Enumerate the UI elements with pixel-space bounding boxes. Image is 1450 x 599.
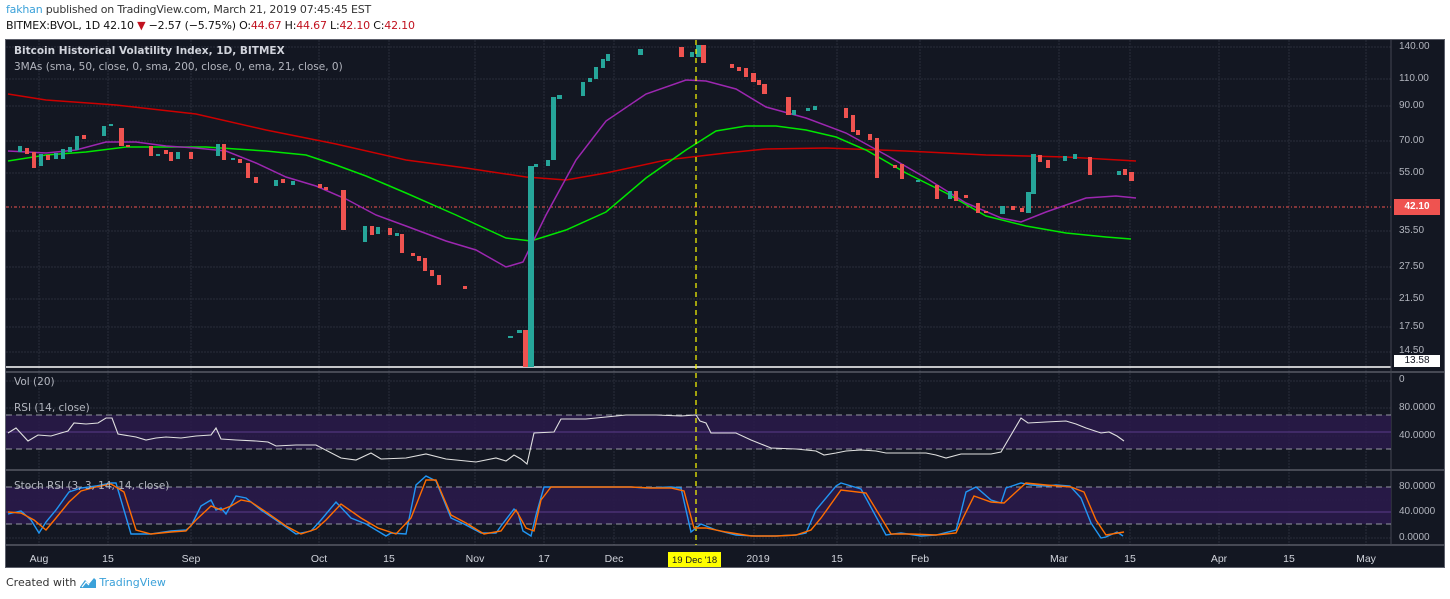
time-label: May	[1356, 553, 1376, 565]
vol-label[interactable]: Vol (20)	[14, 376, 55, 388]
last-price: 42.10	[103, 19, 134, 32]
chart-canvas[interactable]	[6, 40, 1445, 568]
price-tick: 70.00	[1399, 135, 1425, 146]
price-tick: 110.00	[1399, 73, 1429, 84]
time-label: Apr	[1210, 553, 1228, 565]
author-link[interactable]: fakhan	[6, 3, 43, 16]
time-label: Sep	[181, 553, 201, 565]
sma200-line	[7, 93, 1137, 181]
publish-info: fakhan published on TradingView.com, Mar…	[6, 3, 371, 16]
low-value: 42.10	[339, 19, 370, 32]
price-tick: 55.00	[1399, 167, 1425, 178]
ma-legend[interactable]: 3MAs (sma, 50, close, 0, sma, 200, close…	[14, 61, 343, 73]
stoch-tick: 40.0000	[1399, 506, 1436, 517]
rsi-label[interactable]: RSI (14, close)	[14, 402, 90, 414]
stoch-tick: 80.0000	[1399, 481, 1436, 492]
stoch-d-line	[7, 479, 1125, 537]
high-label: H:	[284, 19, 297, 32]
low-label: L:	[330, 19, 340, 32]
price-tick: 35.50	[1399, 225, 1425, 236]
current-price-tag: 42.10	[1394, 199, 1440, 215]
tradingview-logo-icon	[80, 577, 97, 588]
candles	[18, 45, 1134, 367]
footer: Created with TradingView	[6, 576, 166, 589]
grid	[6, 40, 1391, 545]
created-with-text: Created with	[6, 576, 77, 589]
tradingview-brand: TradingView	[99, 576, 166, 589]
stoch-band	[6, 487, 1391, 524]
price-tick: 27.50	[1399, 261, 1425, 272]
stoch-tick: 0.0000	[1399, 532, 1430, 543]
open-label: O:	[239, 19, 251, 32]
crosshair-date-tag: 19 Dec '18	[668, 552, 722, 567]
time-label: 17	[538, 553, 550, 565]
price-tick: 14.50	[1399, 345, 1425, 356]
time-label: Nov	[465, 553, 485, 565]
stoch-rsi-label[interactable]: Stoch RSI (3, 3, 14, 14, close)	[14, 480, 170, 492]
symbol-info: BITMEX:BVOL, 1D 42.10 ▼ −2.57 (−5.75%) O…	[6, 19, 415, 32]
chart-title: Bitcoin Historical Volatility Index, 1D,…	[14, 45, 285, 57]
tradingview-link[interactable]: TradingView	[79, 576, 166, 589]
vol-tick: 0	[1399, 374, 1405, 385]
time-label: Oct	[310, 553, 328, 565]
rsi-tick: 80.0000	[1399, 402, 1436, 413]
time-label: Mar	[1049, 553, 1069, 565]
price-tick: 17.50	[1399, 321, 1425, 332]
down-arrow-icon: ▼	[137, 19, 146, 32]
high-value: 44.67	[296, 19, 327, 32]
time-label: Dec	[604, 553, 624, 565]
time-label: 15	[831, 553, 843, 565]
price-change: −2.57 (−5.75%)	[148, 19, 236, 32]
time-label: 15	[1124, 553, 1136, 565]
ema21-line	[7, 79, 1137, 268]
price-tick: 21.50	[1399, 293, 1425, 304]
time-label: Aug	[29, 553, 49, 565]
low-price-tag: 13.58	[1394, 355, 1440, 367]
price-tick: 90.00	[1399, 100, 1425, 111]
symbol-label: BITMEX:BVOL, 1D	[6, 19, 100, 32]
sma50-line	[7, 125, 1132, 242]
time-label: 15	[102, 553, 114, 565]
rsi-line	[7, 414, 1125, 465]
close-value: 42.10	[384, 19, 415, 32]
published-text: published on TradingView.com, March 21, …	[45, 3, 372, 16]
time-label: 15	[1283, 553, 1295, 565]
rsi-tick: 40.0000	[1399, 430, 1436, 441]
time-label: Feb	[910, 553, 930, 565]
close-label: C:	[373, 19, 385, 32]
time-label: 15	[383, 553, 395, 565]
price-tick: 140.00	[1399, 41, 1430, 52]
open-value: 44.67	[250, 19, 282, 32]
time-label: 2019	[746, 553, 770, 565]
chart-container[interactable]: Bitcoin Historical Volatility Index, 1D,…	[5, 39, 1445, 568]
